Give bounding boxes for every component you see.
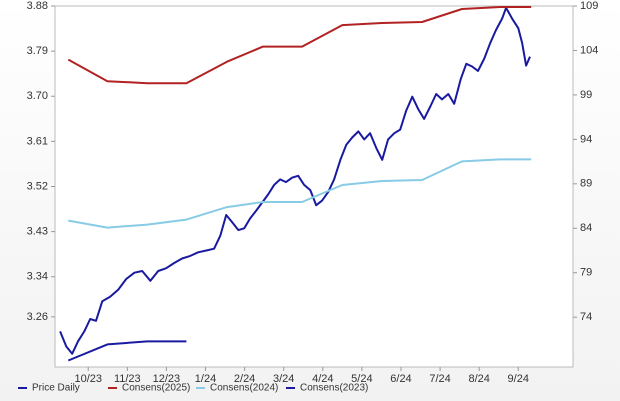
y2-tick-label: 84 [580,222,592,234]
legend-label: Consens(2025) [122,383,190,394]
x-tick-label: 4/24 [312,373,333,385]
x-tick-label: 8/24 [468,373,489,385]
y2-tick-label: 94 [580,133,592,145]
series-line [67,340,187,362]
y-tick-label: 3.52 [27,180,48,192]
x-tick-label: 6/24 [390,373,411,385]
y2-tick-label: 109 [580,0,598,12]
legend-label: Consens(2023) [300,383,368,394]
y2-tick-label: 104 [580,44,598,56]
x-tick-label: 3/24 [273,373,294,385]
series-line [67,6,532,85]
x-tick-label: 9/24 [508,373,529,385]
y2-tick-label: 79 [580,267,592,279]
x-tick-label: 12/23 [153,373,181,385]
y-tick-label: 3.70 [27,90,48,102]
y-tick-label: 3.26 [27,311,48,323]
x-tick-label: 7/24 [429,373,450,385]
legend-label: Consens(2024) [210,383,278,394]
y-tick-label: 3.61 [27,135,48,147]
x-tick-label: 5/24 [351,373,372,385]
x-tick-label: 1/24 [195,373,216,385]
series-line [68,158,532,229]
x-tick-label: 2/24 [234,373,255,385]
y-tick-label: 3.43 [27,226,48,238]
y-tick-label: 3.79 [27,45,48,57]
y-tick-label: 3.34 [27,271,48,283]
y-tick-label: 3.88 [27,0,48,12]
x-tick-label: 11/23 [114,373,141,385]
y2-tick-label: 99 [580,89,592,101]
plot-area [54,5,574,368]
y2-tick-label: 89 [580,178,592,190]
x-tick-label: 10/23 [74,373,102,385]
legend-label: Price Daily [32,383,80,394]
y2-tick-label: 74 [580,311,592,323]
